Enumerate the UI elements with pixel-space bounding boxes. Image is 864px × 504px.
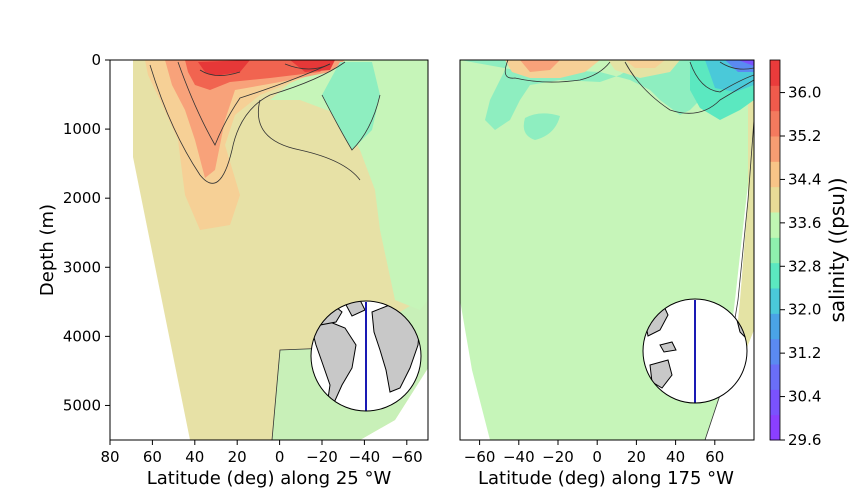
x-tick-label: −20 [542, 448, 574, 466]
x-tick-label: 20 [627, 448, 646, 466]
right-north-fresh-4 [738, 60, 754, 66]
colorbar-band [770, 313, 780, 340]
left-inset-globe [310, 300, 422, 412]
islands-landmass [659, 341, 677, 353]
colorbar-tick-label: 33.6 [788, 214, 821, 232]
left-contours [149, 61, 381, 440]
x-tick-label: 60 [705, 448, 724, 466]
right-contour-line [504, 60, 611, 83]
colorbar-band [770, 212, 780, 238]
right-east-strip [732, 75, 754, 380]
x-tick-label: 40 [185, 448, 204, 466]
x-tick-label: 0 [275, 448, 285, 466]
colorbar-bands [770, 60, 780, 441]
left-surface-peak-2 [290, 60, 335, 72]
south-america-landmass [311, 319, 357, 411]
x-tick-label: 0 [592, 448, 602, 466]
left-contour-line [321, 94, 381, 151]
left-contour-line [177, 61, 331, 146]
colorbar-frame [769, 59, 781, 441]
right-inset-globe [642, 298, 748, 404]
right-contour-line [719, 61, 754, 70]
colorbar: 29.6 30.4 31.2 32.0 32.8 33.6 34.4 35.2 36.0 sal… [769, 59, 849, 449]
colorbar-tick-label: 34.4 [788, 170, 821, 188]
right-north-high [625, 60, 665, 68]
right-contour-line [689, 61, 754, 93]
left-surface-peak [198, 60, 250, 76]
colorbar-band [770, 136, 780, 162]
x-tick-label: 80 [100, 448, 119, 466]
x-tick-label: −60 [391, 448, 423, 466]
colorbar-band [770, 288, 780, 314]
colorbar-tick-label: 31.2 [788, 344, 821, 362]
right-contour-line [704, 119, 754, 440]
colorbar-band [770, 186, 780, 213]
colorbar-band [770, 364, 780, 390]
x-tick-label: −40 [503, 448, 535, 466]
right-southern-blob [523, 113, 560, 140]
x-tick-label: −20 [306, 448, 338, 466]
colorbar-band [770, 161, 780, 188]
left-y-ticks: 0 1000 2000 3000 4000 5000 [63, 51, 110, 414]
right-x-axis-label: Latitude (deg) along 175 °W [478, 468, 734, 489]
y-tick-label: 5000 [63, 396, 101, 414]
colorbar-band [770, 110, 780, 137]
left-contour-line [199, 63, 331, 76]
right-contours [504, 60, 754, 440]
colorbar-band [770, 389, 780, 416]
colorbar-tick-label: 30.4 [788, 388, 821, 406]
colorbar-band [770, 237, 780, 264]
left-x-ticks: 80 60 40 20 0 −20 −40 −60 [100, 440, 423, 466]
x-tick-label: −60 [464, 448, 496, 466]
colorbar-band [770, 338, 780, 365]
left-southern-ocean [270, 60, 428, 310]
left-panel: 80 60 40 20 0 −20 −40 −60 0 1000 2000 3000 4000 5000… [37, 51, 429, 489]
colorbar-band [770, 414, 780, 441]
x-tick-label: −40 [349, 448, 381, 466]
right-plot-frame [459, 59, 755, 441]
left-contour-line [258, 99, 361, 181]
x-tick-label: 40 [666, 448, 685, 466]
right-contour-line [624, 61, 754, 114]
y-tick-label: 0 [91, 51, 101, 69]
colorbar-band [770, 262, 780, 289]
colorbar-tick-label: 29.6 [788, 431, 821, 449]
y-tick-label: 4000 [63, 327, 101, 345]
right-south-max [520, 60, 560, 72]
left-y-axis-label: Depth (m) [37, 204, 58, 296]
colorbar-tick-label: 35.2 [788, 127, 821, 145]
left-plot-frame [109, 59, 429, 441]
colorbar-band [770, 60, 780, 86]
colorbar-ticks: 29.6 30.4 31.2 32.0 32.8 33.6 34.4 35.2 36.0 [780, 84, 821, 449]
x-tick-label: 20 [228, 448, 247, 466]
colorbar-band [770, 85, 780, 112]
colorbar-label: salinity ((psu)) [825, 177, 849, 322]
colorbar-tick-label: 32.0 [788, 301, 821, 319]
left-x-axis-label: Latitude (deg) along 25 °W [147, 468, 392, 489]
x-tick-label: 60 [143, 448, 162, 466]
left-contour-line [149, 61, 346, 184]
left-antarctic-intermediate [322, 62, 380, 150]
right-x-ticks: −60 −40 −20 0 20 40 60 [464, 440, 724, 466]
y-tick-label: 2000 [63, 189, 101, 207]
colorbar-tick-label: 36.0 [788, 84, 821, 102]
y-tick-label: 3000 [63, 258, 101, 276]
y-tick-label: 1000 [63, 120, 101, 138]
right-panel: −60 −40 −20 0 20 40 60 Latitude (deg) along 17… [459, 59, 755, 489]
colorbar-tick-label: 32.8 [788, 257, 821, 275]
